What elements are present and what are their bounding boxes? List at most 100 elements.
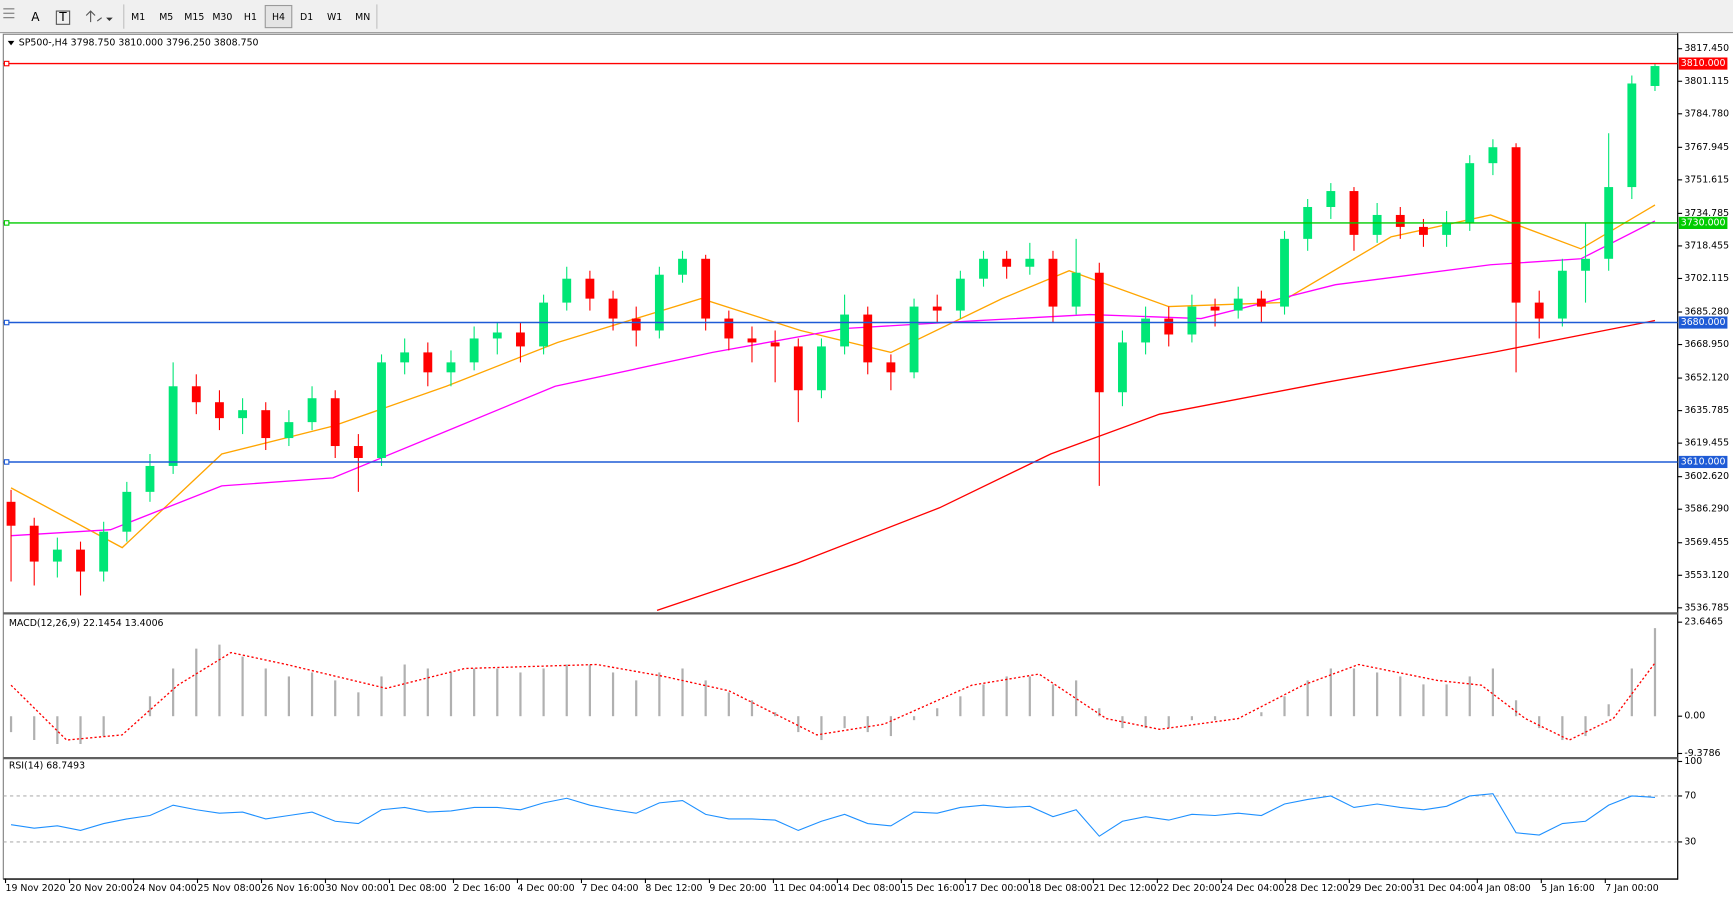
candle-body bbox=[492, 332, 502, 339]
candle-body bbox=[817, 346, 826, 391]
candle-body bbox=[539, 302, 549, 347]
y-tick-label: 3602.620 bbox=[1684, 471, 1729, 482]
x-tick-label: 29 Dec 20:00 bbox=[1349, 883, 1412, 894]
candle-body bbox=[215, 402, 224, 419]
candle-body bbox=[99, 531, 109, 572]
x-tick-label: 7 Dec 04:00 bbox=[581, 883, 638, 894]
tool-button[interactable]: A bbox=[31, 10, 40, 24]
x-tick-label: 1 Dec 08:00 bbox=[389, 883, 446, 894]
candle-body bbox=[122, 491, 132, 532]
level-label: 3680.000 bbox=[1681, 317, 1726, 328]
axes: 3817.450 3801.115 3784.780 3767.945 3751.615… bbox=[4, 43, 1729, 894]
macd-plot bbox=[9, 628, 1657, 745]
candle-body bbox=[191, 386, 201, 403]
candle-body bbox=[654, 274, 664, 331]
candle-body bbox=[1372, 214, 1382, 235]
timeframe-button[interactable]: M5 bbox=[159, 12, 173, 23]
candle-body bbox=[52, 549, 62, 562]
x-tick-label: 22 Dec 20:00 bbox=[1157, 883, 1220, 894]
y-tick-label: 3702.115 bbox=[1684, 273, 1729, 284]
candle-body bbox=[1256, 298, 1266, 307]
y-tick-label: 3784.780 bbox=[1684, 108, 1729, 119]
level-label: 3810.000 bbox=[1681, 58, 1726, 69]
y-tick-label: 30 bbox=[1684, 836, 1696, 847]
candle-body bbox=[840, 314, 850, 347]
candle-body bbox=[423, 352, 433, 373]
level-handle bbox=[3, 319, 10, 326]
candle-body bbox=[1233, 298, 1243, 311]
candle-body bbox=[1627, 83, 1637, 188]
timeframe-button[interactable]: MN bbox=[355, 12, 370, 23]
level-label-box bbox=[1678, 216, 1728, 230]
timeframe-active bbox=[264, 4, 293, 29]
candle-body bbox=[1141, 318, 1151, 343]
x-tick-label: 31 Dec 04:00 bbox=[1413, 883, 1476, 894]
timeframe-button[interactable]: M1 bbox=[131, 12, 145, 23]
x-tick-label: 20 Nov 20:00 bbox=[70, 883, 133, 894]
timeframe-button[interactable]: M30 bbox=[212, 12, 232, 23]
y-tick-label: 100 bbox=[1684, 756, 1702, 767]
y-tick-label: 3586.290 bbox=[1684, 504, 1729, 515]
timeframe-button[interactable]: H4 bbox=[272, 12, 285, 23]
candle-body bbox=[469, 338, 479, 363]
level-label: 3610.000 bbox=[1681, 456, 1726, 467]
candle-body bbox=[238, 410, 248, 419]
x-tick-label: 7 Jan 00:00 bbox=[1605, 883, 1658, 894]
chart-frame bbox=[2, 33, 1679, 880]
candle-body bbox=[747, 338, 757, 343]
y-tick-label: 3685.280 bbox=[1684, 307, 1729, 318]
y-tick-label: 23.6465 bbox=[1684, 617, 1723, 628]
timeframe-button[interactable]: W1 bbox=[327, 12, 342, 23]
x-tick-label: 4 Jan 08:00 bbox=[1477, 883, 1530, 894]
timeframe-button[interactable]: H1 bbox=[244, 12, 257, 23]
y-tick-label: 3718.455 bbox=[1684, 240, 1729, 251]
rsi-line bbox=[10, 793, 1656, 837]
y-tick-label: -9.3786 bbox=[1684, 748, 1720, 759]
x-tick-label: 8 Dec 12:00 bbox=[645, 883, 702, 894]
candle-body bbox=[701, 258, 711, 319]
candle-body bbox=[1094, 272, 1104, 393]
y-tick-label: 3734.785 bbox=[1684, 208, 1729, 219]
candle-body bbox=[1581, 258, 1590, 271]
x-tick-label: 2 Dec 16:00 bbox=[453, 883, 510, 894]
candle-body bbox=[724, 318, 734, 339]
level-handle bbox=[3, 220, 10, 226]
y-tick-label: 3767.945 bbox=[1684, 142, 1729, 153]
level-label: 3730.000 bbox=[1681, 217, 1726, 228]
candle-body bbox=[1511, 147, 1521, 303]
x-tick-label: 14 Dec 08:00 bbox=[837, 883, 900, 894]
level-label-box bbox=[1678, 316, 1728, 329]
candle-body bbox=[307, 398, 317, 423]
candle-body bbox=[6, 501, 16, 526]
candle-body bbox=[1210, 306, 1220, 311]
level-handle bbox=[3, 60, 10, 67]
candle-body bbox=[1395, 214, 1405, 227]
y-tick-label: 3553.120 bbox=[1684, 570, 1729, 581]
level-label-box bbox=[1678, 455, 1728, 469]
candle-body bbox=[1488, 147, 1498, 164]
tool-button[interactable]: T bbox=[58, 10, 67, 24]
timeframe-button[interactable]: M15 bbox=[184, 12, 204, 23]
level-label-box bbox=[1678, 57, 1728, 70]
y-tick-label: 3652.120 bbox=[1684, 373, 1729, 384]
toolbar-icons bbox=[3, 4, 125, 29]
x-tick-label: 11 Dec 04:00 bbox=[773, 883, 836, 894]
candle-body bbox=[1025, 258, 1035, 267]
toolbar bbox=[0, 0, 1733, 34]
candle-body bbox=[330, 398, 340, 447]
x-tick-label: 19 Nov 2020 bbox=[6, 883, 66, 894]
candle-body bbox=[909, 306, 919, 373]
candle-body bbox=[1557, 270, 1567, 319]
candle-body bbox=[1465, 163, 1475, 223]
y-tick-label: 70 bbox=[1684, 790, 1696, 801]
x-tick-label: 24 Nov 04:00 bbox=[134, 883, 197, 894]
x-tick-label: 25 Nov 08:00 bbox=[197, 883, 260, 894]
x-tick-label: 30 Nov 00:00 bbox=[325, 883, 388, 894]
y-tick-label: 3817.450 bbox=[1684, 43, 1729, 54]
candle-body bbox=[1650, 66, 1660, 86]
timeframe-button[interactable]: D1 bbox=[300, 12, 313, 23]
y-tick-label: 3801.115 bbox=[1684, 76, 1729, 87]
